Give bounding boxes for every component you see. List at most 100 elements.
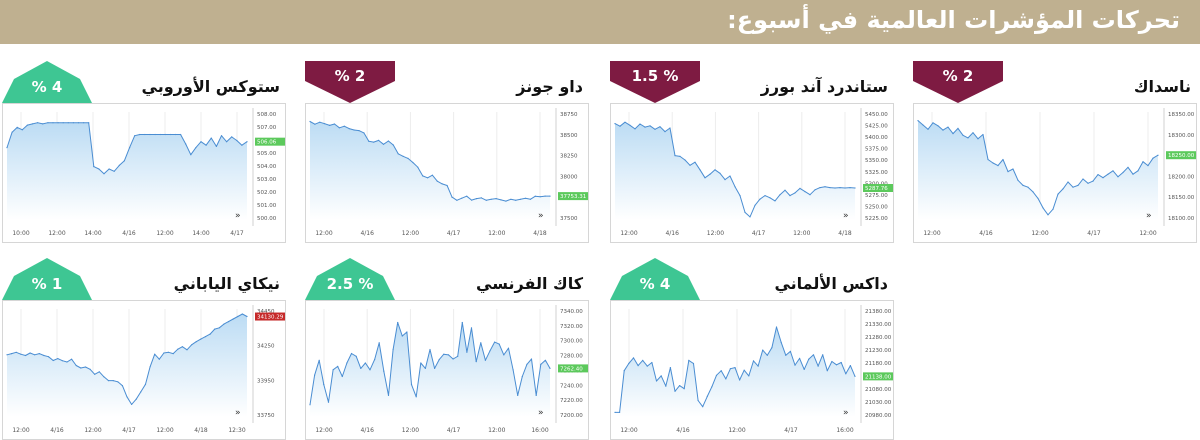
index-chart: 10:00 12:00 14:00 4/16 12:00 14:00 4/17 508.00 5… [2,103,286,243]
x-tick-label: 12:00 [156,230,173,237]
data-point [6,147,8,149]
scroll-arrows-icon[interactable]: » [843,211,849,221]
scroll-arrows-icon[interactable]: » [235,408,241,418]
data-point [215,145,217,147]
data-point [484,359,486,361]
index-chart: 12:00 4/16 12:00 4/17 12:00 4/18 5450.00 5425.0… [610,103,894,243]
data-point [785,354,787,356]
data-point [1117,176,1119,178]
x-tick-label: 4/17 [230,230,244,237]
data-point [360,367,362,369]
data-point [461,197,463,199]
data-point [16,126,18,128]
x-tick-label: 16:00 [531,427,548,434]
data-point [927,128,929,130]
y-tick-label: 7200.00 [560,413,583,419]
x-tick-label: 12:00 [48,230,65,237]
data-point [505,200,507,202]
data-point [103,376,105,378]
data-point [942,129,944,131]
data-point [327,401,330,403]
data-point [1087,182,1089,184]
data-point [205,144,207,146]
x-tick-label: 4/16 [122,230,136,237]
x-tick-label: 14:00 [84,230,101,237]
data-point [232,318,234,320]
data-point [338,127,340,129]
x-tick-label: 12:00 [728,427,745,434]
scroll-arrows-icon[interactable]: » [1146,211,1152,221]
change-badge: % 2 [913,61,1003,103]
last-value-label: 21138.00 [865,374,892,380]
data-point [771,347,773,349]
index-panel: داو جونز % 2 12:00 4/16 12:00 4/17 12:00 4/18 38… [305,61,589,243]
last-value-label: 7262.40 [560,366,583,372]
x-tick-label: 12:00 [620,230,637,237]
data-point [669,367,671,369]
data-point [530,358,533,360]
data-point [88,122,90,124]
data-point [154,353,156,355]
data-point [706,395,708,397]
data-point [982,133,984,136]
x-tick-label: 4/16 [50,427,64,434]
data-point [378,342,380,344]
data-point [113,170,115,172]
data-point [353,129,355,131]
change-badge: % 4 [610,258,700,300]
data-point [402,155,404,157]
data-point [500,199,502,201]
data-point [789,350,791,352]
data-point [854,375,856,377]
x-tick-label: 12:00 [488,427,505,434]
data-point [784,189,786,191]
data-point [1072,186,1074,188]
scroll-arrows-icon[interactable]: » [538,211,544,221]
index-chart: 12:00 4/16 12:00 4/17 16:00 21380.00 21330.00 2… [610,300,894,440]
data-point [757,365,759,367]
data-point [401,335,403,337]
data-point [1152,157,1154,159]
data-point [241,313,243,315]
y-tick-label: 21380.00 [865,309,892,315]
data-point [369,369,371,371]
data-point [646,365,648,367]
scroll-arrows-icon[interactable]: » [843,408,849,418]
data-point [21,129,23,131]
scroll-arrows-icon[interactable]: » [235,211,241,221]
data-point [461,321,463,324]
data-point [407,157,409,159]
data-point [200,141,202,143]
data-point [1082,178,1084,180]
data-point [659,126,661,128]
data-point [503,354,505,356]
data-point [1097,174,1099,176]
last-value-label: 18250.00 [1168,153,1195,159]
data-point [387,394,390,396]
index-panel: ناسداك % 2 12:00 4/16 12:00 4/17 12:00 18350.00… [913,61,1197,243]
data-point [43,354,45,357]
data-point [799,357,801,359]
data-point [947,126,949,128]
data-point [190,154,192,156]
data-point [689,164,691,166]
y-tick-label: 38000 [560,174,578,180]
data-point [103,173,105,175]
data-point [739,379,741,381]
scroll-arrows-icon[interactable]: » [538,408,544,418]
data-point [185,143,187,145]
data-point [11,131,13,133]
page-title: تحركات المؤشرات العالمية في أسبوع: [727,6,1180,34]
y-tick-label: 18150.00 [1168,195,1195,201]
data-point [794,364,796,366]
x-tick-label: 4/16 [360,427,374,434]
index-title: داو جونز [516,77,583,96]
index-title: كاك الفرنسي [476,274,583,293]
data-point [614,123,616,125]
y-tick-label: 501.00 [257,203,277,209]
y-tick-label: 21330.00 [865,322,892,328]
data-point [826,370,828,372]
data-point [26,124,28,126]
data-point [809,194,811,196]
x-tick-label: 4/16 [676,427,690,434]
